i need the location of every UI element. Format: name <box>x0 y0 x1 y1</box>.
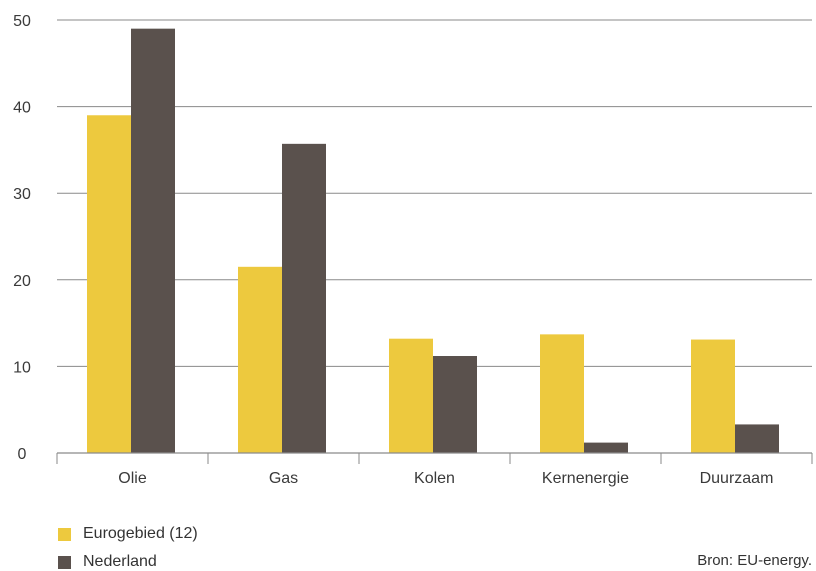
bar-gas-nederland <box>282 143 326 453</box>
legend-swatch-nederland <box>58 555 71 569</box>
bar-kolen-nederland <box>433 356 477 453</box>
bar-duurzaam-eurogebied-12 <box>691 339 735 453</box>
legend-label-nederland: Nederland <box>83 553 157 570</box>
x-tick-label-kolen: Kolen <box>414 470 455 487</box>
bar-kolen-eurogebied-12 <box>389 338 433 453</box>
bar-olie-nederland <box>131 28 175 453</box>
legend-label-eurogebied: Eurogebied (12) <box>83 525 198 542</box>
y-tick-label-40: 40 <box>13 100 31 117</box>
x-axis-tick-labels: Olie Gas Kolen Kernenergie Duurzaam <box>118 470 773 487</box>
source-note: Bron: EU-energy. <box>697 552 812 569</box>
legend-swatch-eurogebied <box>58 527 71 541</box>
y-tick-label-30: 30 <box>13 186 31 203</box>
x-tick-label-olie: Olie <box>118 470 147 487</box>
x-axis <box>56 452 813 464</box>
bar-gas-eurogebied-12 <box>238 266 282 453</box>
bar-kernenergie-nederland <box>584 442 628 453</box>
y-tick-label-20: 20 <box>13 273 31 290</box>
legend: Eurogebied (12) Nederland <box>58 520 198 571</box>
y-tick-label-10: 10 <box>13 359 31 376</box>
bar-chart: 0 10 20 30 40 50 Olie Gas Kolen Kernenergie Duurz… <box>13 13 813 487</box>
legend-item-eurogebied: Eurogebied (12) <box>58 520 198 548</box>
legend-item-nederland: Nederland <box>58 548 198 571</box>
bar-olie-eurogebied-12 <box>87 115 131 453</box>
bar-duurzaam-nederland <box>735 424 779 453</box>
y-tick-label-0: 0 <box>18 446 27 463</box>
y-axis-tick-labels: 0 10 20 30 40 50 <box>13 13 31 463</box>
x-tick-label-duurzaam: Duurzaam <box>700 470 774 487</box>
bars <box>87 28 779 453</box>
y-tick-label-50: 50 <box>13 13 31 30</box>
x-tick-label-kernenergie: Kernenergie <box>542 470 629 487</box>
gridlines <box>57 19 812 367</box>
bar-kernenergie-eurogebied-12 <box>540 334 584 453</box>
x-tick-label-gas: Gas <box>269 470 298 487</box>
